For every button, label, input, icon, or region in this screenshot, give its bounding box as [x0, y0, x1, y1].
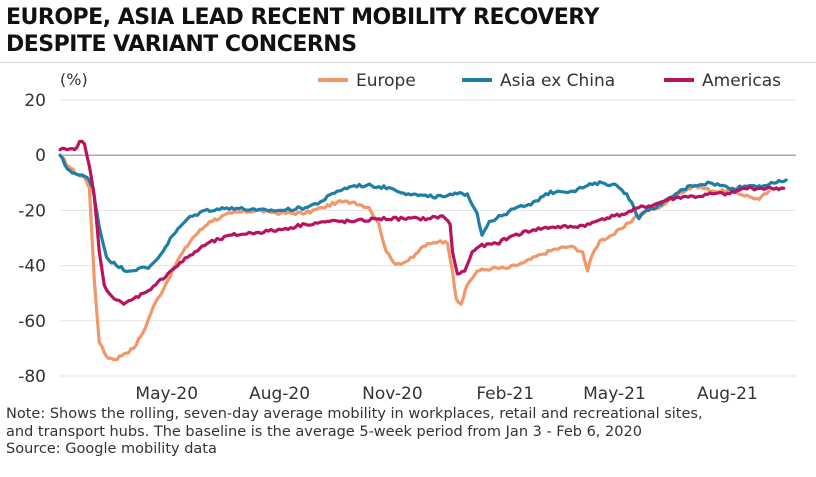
legend-label-asia-ex-china: Asia ex China	[500, 71, 615, 91]
source-line: Source: Google mobility data	[6, 441, 217, 457]
y-tick-label: 0	[35, 146, 46, 166]
note-line-2: and transport hubs. The baseline is the …	[6, 423, 642, 440]
series-line-americas	[58, 139, 786, 306]
x-tick-label: May-20	[135, 384, 198, 404]
y-tick-label: -20	[18, 201, 46, 221]
legend-label-americas: Americas	[702, 71, 781, 91]
y-tick-label: -40	[18, 257, 46, 277]
x-tick-label: Feb-21	[476, 384, 534, 404]
x-tick-label: May-21	[583, 384, 646, 404]
x-tick-label: Aug-20	[249, 384, 310, 404]
title-divider	[0, 62, 816, 63]
series-line-asia-ex-china	[58, 153, 788, 274]
x-tick-label: Nov-20	[362, 384, 423, 404]
chart-title-line-2: DESPITE VARIANT CONCERNS	[6, 32, 357, 57]
y-tick-label: 20	[24, 91, 46, 111]
series-line-europe	[58, 153, 771, 362]
chart-title: EUROPE, ASIA LEAD RECENT MOBILITY RECOVE…	[6, 4, 812, 58]
note-line-1: Note: Shows the rolling, seven-day avera…	[6, 406, 703, 422]
chart-title-line-1: EUROPE, ASIA LEAD RECENT MOBILITY RECOVE…	[6, 5, 599, 30]
series-lines	[58, 139, 788, 362]
y-axis-unit-label: (%)	[60, 70, 88, 89]
legend: Europe Asia ex China Americas	[318, 71, 781, 91]
legend-label-europe: Europe	[356, 71, 416, 91]
x-tick-label: Aug-21	[697, 384, 758, 404]
chart-note: Note: Shows the rolling, seven-day avera…	[6, 406, 812, 459]
y-tick-label: -60	[18, 312, 46, 332]
axes: 20 0 -20 -40 -60 -80 (%) May-20 Aug-20 Nov-20 Feb-…	[18, 70, 758, 404]
y-tick-label: -80	[18, 367, 46, 387]
gridlines	[60, 99, 796, 377]
